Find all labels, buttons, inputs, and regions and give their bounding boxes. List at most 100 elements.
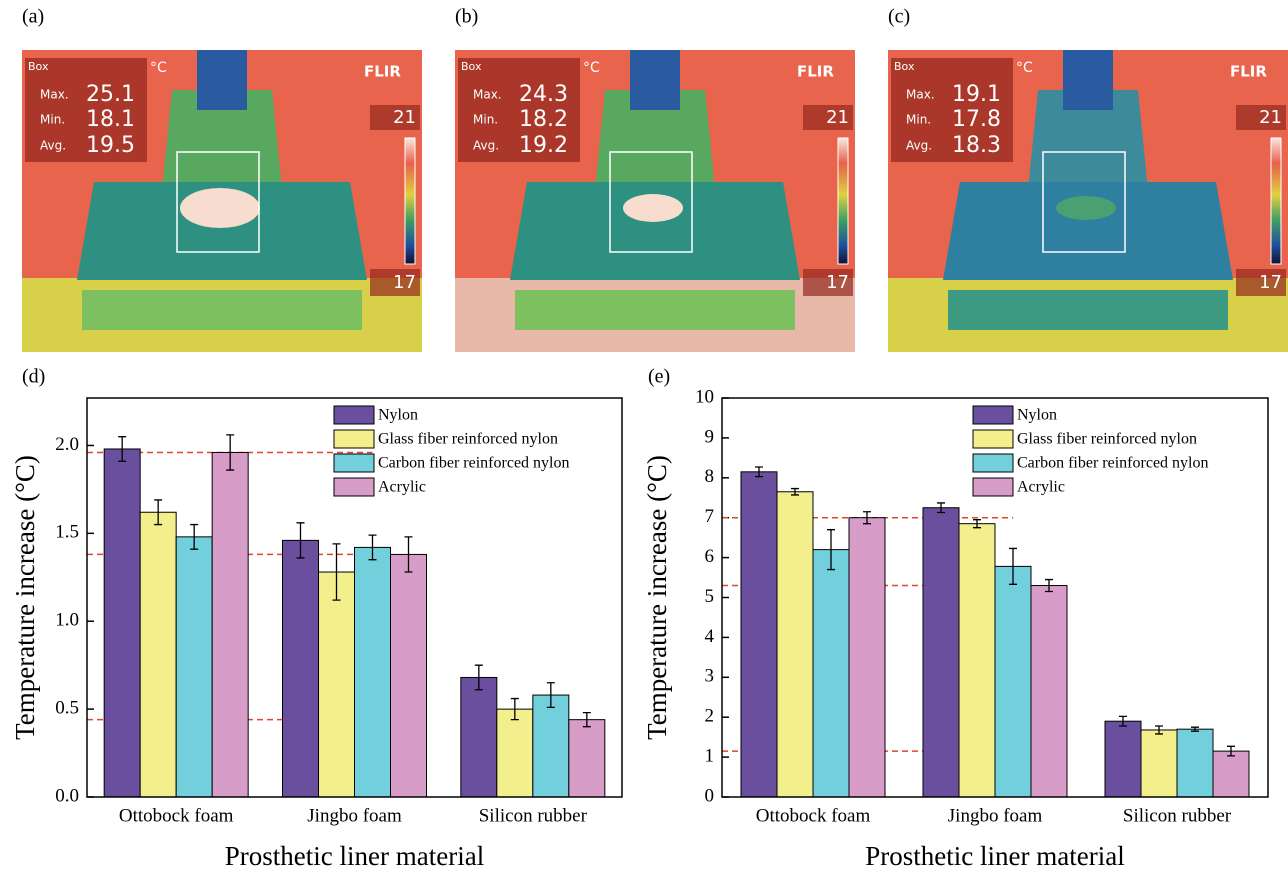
y-tick-label: 6 — [705, 546, 715, 567]
y-tick-label: 3 — [705, 666, 715, 687]
max-label: Max. — [40, 88, 69, 102]
y-tick-label: 0.0 — [55, 785, 79, 806]
thermal-bottom-patch — [515, 290, 795, 330]
panel-label: (a) — [22, 6, 44, 28]
unit: °C — [150, 60, 167, 76]
bar — [569, 720, 605, 797]
avg-label: Avg. — [473, 139, 499, 153]
y-tick-label: 5 — [705, 586, 715, 607]
unit: °C — [1016, 60, 1033, 76]
y-tick-label: 1.5 — [55, 522, 79, 543]
y-tick-label: 2 — [705, 706, 715, 727]
legend-label: Glass fiber reinforced nylon — [378, 431, 558, 448]
legend-swatch — [334, 478, 374, 496]
thermal-hotspot — [180, 188, 260, 228]
legend-swatch — [334, 454, 374, 472]
legend-label: Acrylic — [1017, 479, 1065, 496]
panel-label: (e) — [648, 366, 670, 388]
x-tick-label: Jingbo foam — [307, 805, 402, 826]
y-axis-title: Temperature increase (°C) — [642, 455, 672, 740]
legend-swatch — [973, 406, 1013, 424]
avg-label: Avg. — [906, 139, 932, 153]
thermal-hotspot — [623, 194, 683, 222]
brand: FLIR — [1230, 63, 1267, 81]
x-tick-label: Ottobock foam — [119, 805, 234, 826]
max-label: Max. — [473, 88, 502, 102]
scale-max: 21 — [826, 107, 849, 128]
thermal-top — [1063, 50, 1113, 110]
panel-label: (c) — [888, 6, 910, 28]
bar — [283, 540, 319, 797]
bar — [140, 512, 176, 797]
min-value: 18.1 — [86, 107, 135, 132]
legend-label: Acrylic — [378, 479, 426, 496]
x-tick-label: Jingbo foam — [948, 805, 1043, 826]
bar — [104, 449, 140, 797]
y-tick-label: 4 — [705, 626, 715, 647]
y-tick-label: 2.0 — [55, 434, 79, 455]
bar — [391, 554, 427, 797]
scale-min: 17 — [826, 272, 849, 293]
avg-value: 19.5 — [86, 133, 135, 158]
bar — [1213, 751, 1249, 797]
bar — [1177, 729, 1213, 797]
min-value: 17.8 — [952, 107, 1001, 132]
bar — [995, 566, 1031, 797]
scale-min: 17 — [393, 272, 416, 293]
bar — [849, 518, 885, 797]
legend-label: Carbon fiber reinforced nylon — [1017, 455, 1208, 472]
x-tick-label: Silicon rubber — [479, 805, 588, 826]
legend-swatch — [973, 430, 1013, 448]
min-label: Min. — [473, 113, 498, 127]
figure: (a) Box Max. 25.1 Min. 18.1 Avg. 19.5 °C FLIR 21 17… — [0, 0, 1288, 873]
y-tick-label: 0.5 — [55, 697, 79, 718]
x-axis-title: Prosthetic liner material — [865, 841, 1124, 871]
y-tick-label: 0 — [705, 785, 715, 806]
legend-label: Nylon — [378, 407, 418, 424]
color-scale — [838, 138, 848, 264]
color-scale — [1271, 138, 1281, 264]
scale-max: 21 — [1259, 107, 1282, 128]
avg-value: 19.2 — [519, 133, 568, 158]
legend-label: Nylon — [1017, 407, 1057, 424]
bar — [777, 492, 813, 797]
thermal-top — [197, 50, 247, 110]
legend-swatch — [334, 406, 374, 424]
x-axis-title: Prosthetic liner material — [225, 841, 484, 871]
thermal-top — [630, 50, 680, 110]
min-label: Min. — [906, 113, 931, 127]
panel-label: (d) — [22, 366, 45, 388]
legend-label: Glass fiber reinforced nylon — [1017, 431, 1197, 448]
bar — [533, 695, 569, 797]
y-tick-label: 9 — [705, 426, 715, 447]
panel-label: (b) — [455, 6, 478, 28]
y-tick-label: 7 — [705, 506, 715, 527]
bar — [923, 508, 959, 797]
bar — [176, 537, 212, 797]
max-value: 24.3 — [519, 82, 568, 107]
max-label: Max. — [906, 88, 935, 102]
thermal-bottom-patch — [82, 290, 362, 330]
legend-swatch — [973, 454, 1013, 472]
legend-swatch — [973, 478, 1013, 496]
bar — [212, 452, 248, 797]
scale-min: 17 — [1259, 272, 1282, 293]
bar — [813, 550, 849, 797]
box-label: Box — [28, 60, 49, 73]
y-tick-label: 1.0 — [55, 610, 79, 631]
avg-value: 18.3 — [952, 133, 1001, 158]
unit: °C — [583, 60, 600, 76]
bar — [959, 524, 995, 797]
avg-label: Avg. — [40, 139, 66, 153]
max-value: 25.1 — [86, 82, 135, 107]
bar — [1031, 586, 1067, 797]
thermal-hotspot — [1056, 196, 1116, 220]
legend-swatch — [334, 430, 374, 448]
y-tick-label: 8 — [705, 466, 715, 487]
bar — [497, 709, 533, 797]
bar — [461, 677, 497, 797]
y-tick-label: 10 — [695, 386, 714, 407]
scale-max: 21 — [393, 107, 416, 128]
bar — [1141, 730, 1177, 797]
max-value: 19.1 — [952, 82, 1001, 107]
